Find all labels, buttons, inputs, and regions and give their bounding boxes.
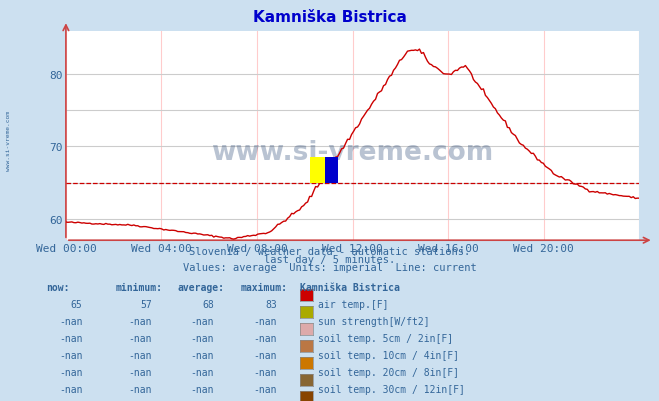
- Text: soil temp. 5cm / 2in[F]: soil temp. 5cm / 2in[F]: [318, 333, 453, 343]
- Text: -nan: -nan: [253, 384, 277, 394]
- Text: www.si-vreme.com: www.si-vreme.com: [212, 140, 494, 166]
- Text: -nan: -nan: [128, 316, 152, 326]
- Text: -nan: -nan: [59, 316, 82, 326]
- Text: 83: 83: [265, 300, 277, 310]
- Text: -nan: -nan: [190, 367, 214, 377]
- Text: -nan: -nan: [190, 333, 214, 343]
- Text: -nan: -nan: [59, 350, 82, 360]
- Text: Kamniška Bistrica: Kamniška Bistrica: [252, 10, 407, 25]
- Text: minimum:: minimum:: [115, 283, 162, 293]
- Text: now:: now:: [46, 283, 70, 293]
- Text: Slovenia / weather data - automatic stations.: Slovenia / weather data - automatic stat…: [189, 247, 470, 257]
- Text: last day / 5 minutes.: last day / 5 minutes.: [264, 255, 395, 265]
- Text: -nan: -nan: [253, 333, 277, 343]
- Text: -nan: -nan: [128, 367, 152, 377]
- Text: -nan: -nan: [128, 350, 152, 360]
- Text: 65: 65: [71, 300, 82, 310]
- Text: soil temp. 30cm / 12in[F]: soil temp. 30cm / 12in[F]: [318, 384, 465, 394]
- Text: -nan: -nan: [59, 384, 82, 394]
- Text: -nan: -nan: [253, 350, 277, 360]
- Text: Values: average  Units: imperial  Line: current: Values: average Units: imperial Line: cu…: [183, 263, 476, 273]
- Text: 68: 68: [202, 300, 214, 310]
- Text: air temp.[F]: air temp.[F]: [318, 300, 389, 310]
- Text: -nan: -nan: [128, 384, 152, 394]
- Polygon shape: [326, 158, 338, 183]
- Text: -nan: -nan: [59, 333, 82, 343]
- Text: maximum:: maximum:: [241, 283, 287, 293]
- Text: Kamniška Bistrica: Kamniška Bistrica: [300, 283, 400, 293]
- Text: -nan: -nan: [190, 316, 214, 326]
- Text: -nan: -nan: [59, 367, 82, 377]
- Text: 57: 57: [140, 300, 152, 310]
- Text: -nan: -nan: [253, 367, 277, 377]
- Text: www.si-vreme.com: www.si-vreme.com: [6, 110, 11, 170]
- Text: sun strength[W/ft2]: sun strength[W/ft2]: [318, 316, 430, 326]
- Text: soil temp. 20cm / 8in[F]: soil temp. 20cm / 8in[F]: [318, 367, 459, 377]
- Text: -nan: -nan: [190, 384, 214, 394]
- Text: -nan: -nan: [190, 350, 214, 360]
- Polygon shape: [310, 158, 326, 183]
- Text: soil temp. 10cm / 4in[F]: soil temp. 10cm / 4in[F]: [318, 350, 459, 360]
- Text: average:: average:: [178, 283, 225, 293]
- Text: -nan: -nan: [128, 333, 152, 343]
- Text: -nan: -nan: [253, 316, 277, 326]
- Polygon shape: [326, 169, 338, 183]
